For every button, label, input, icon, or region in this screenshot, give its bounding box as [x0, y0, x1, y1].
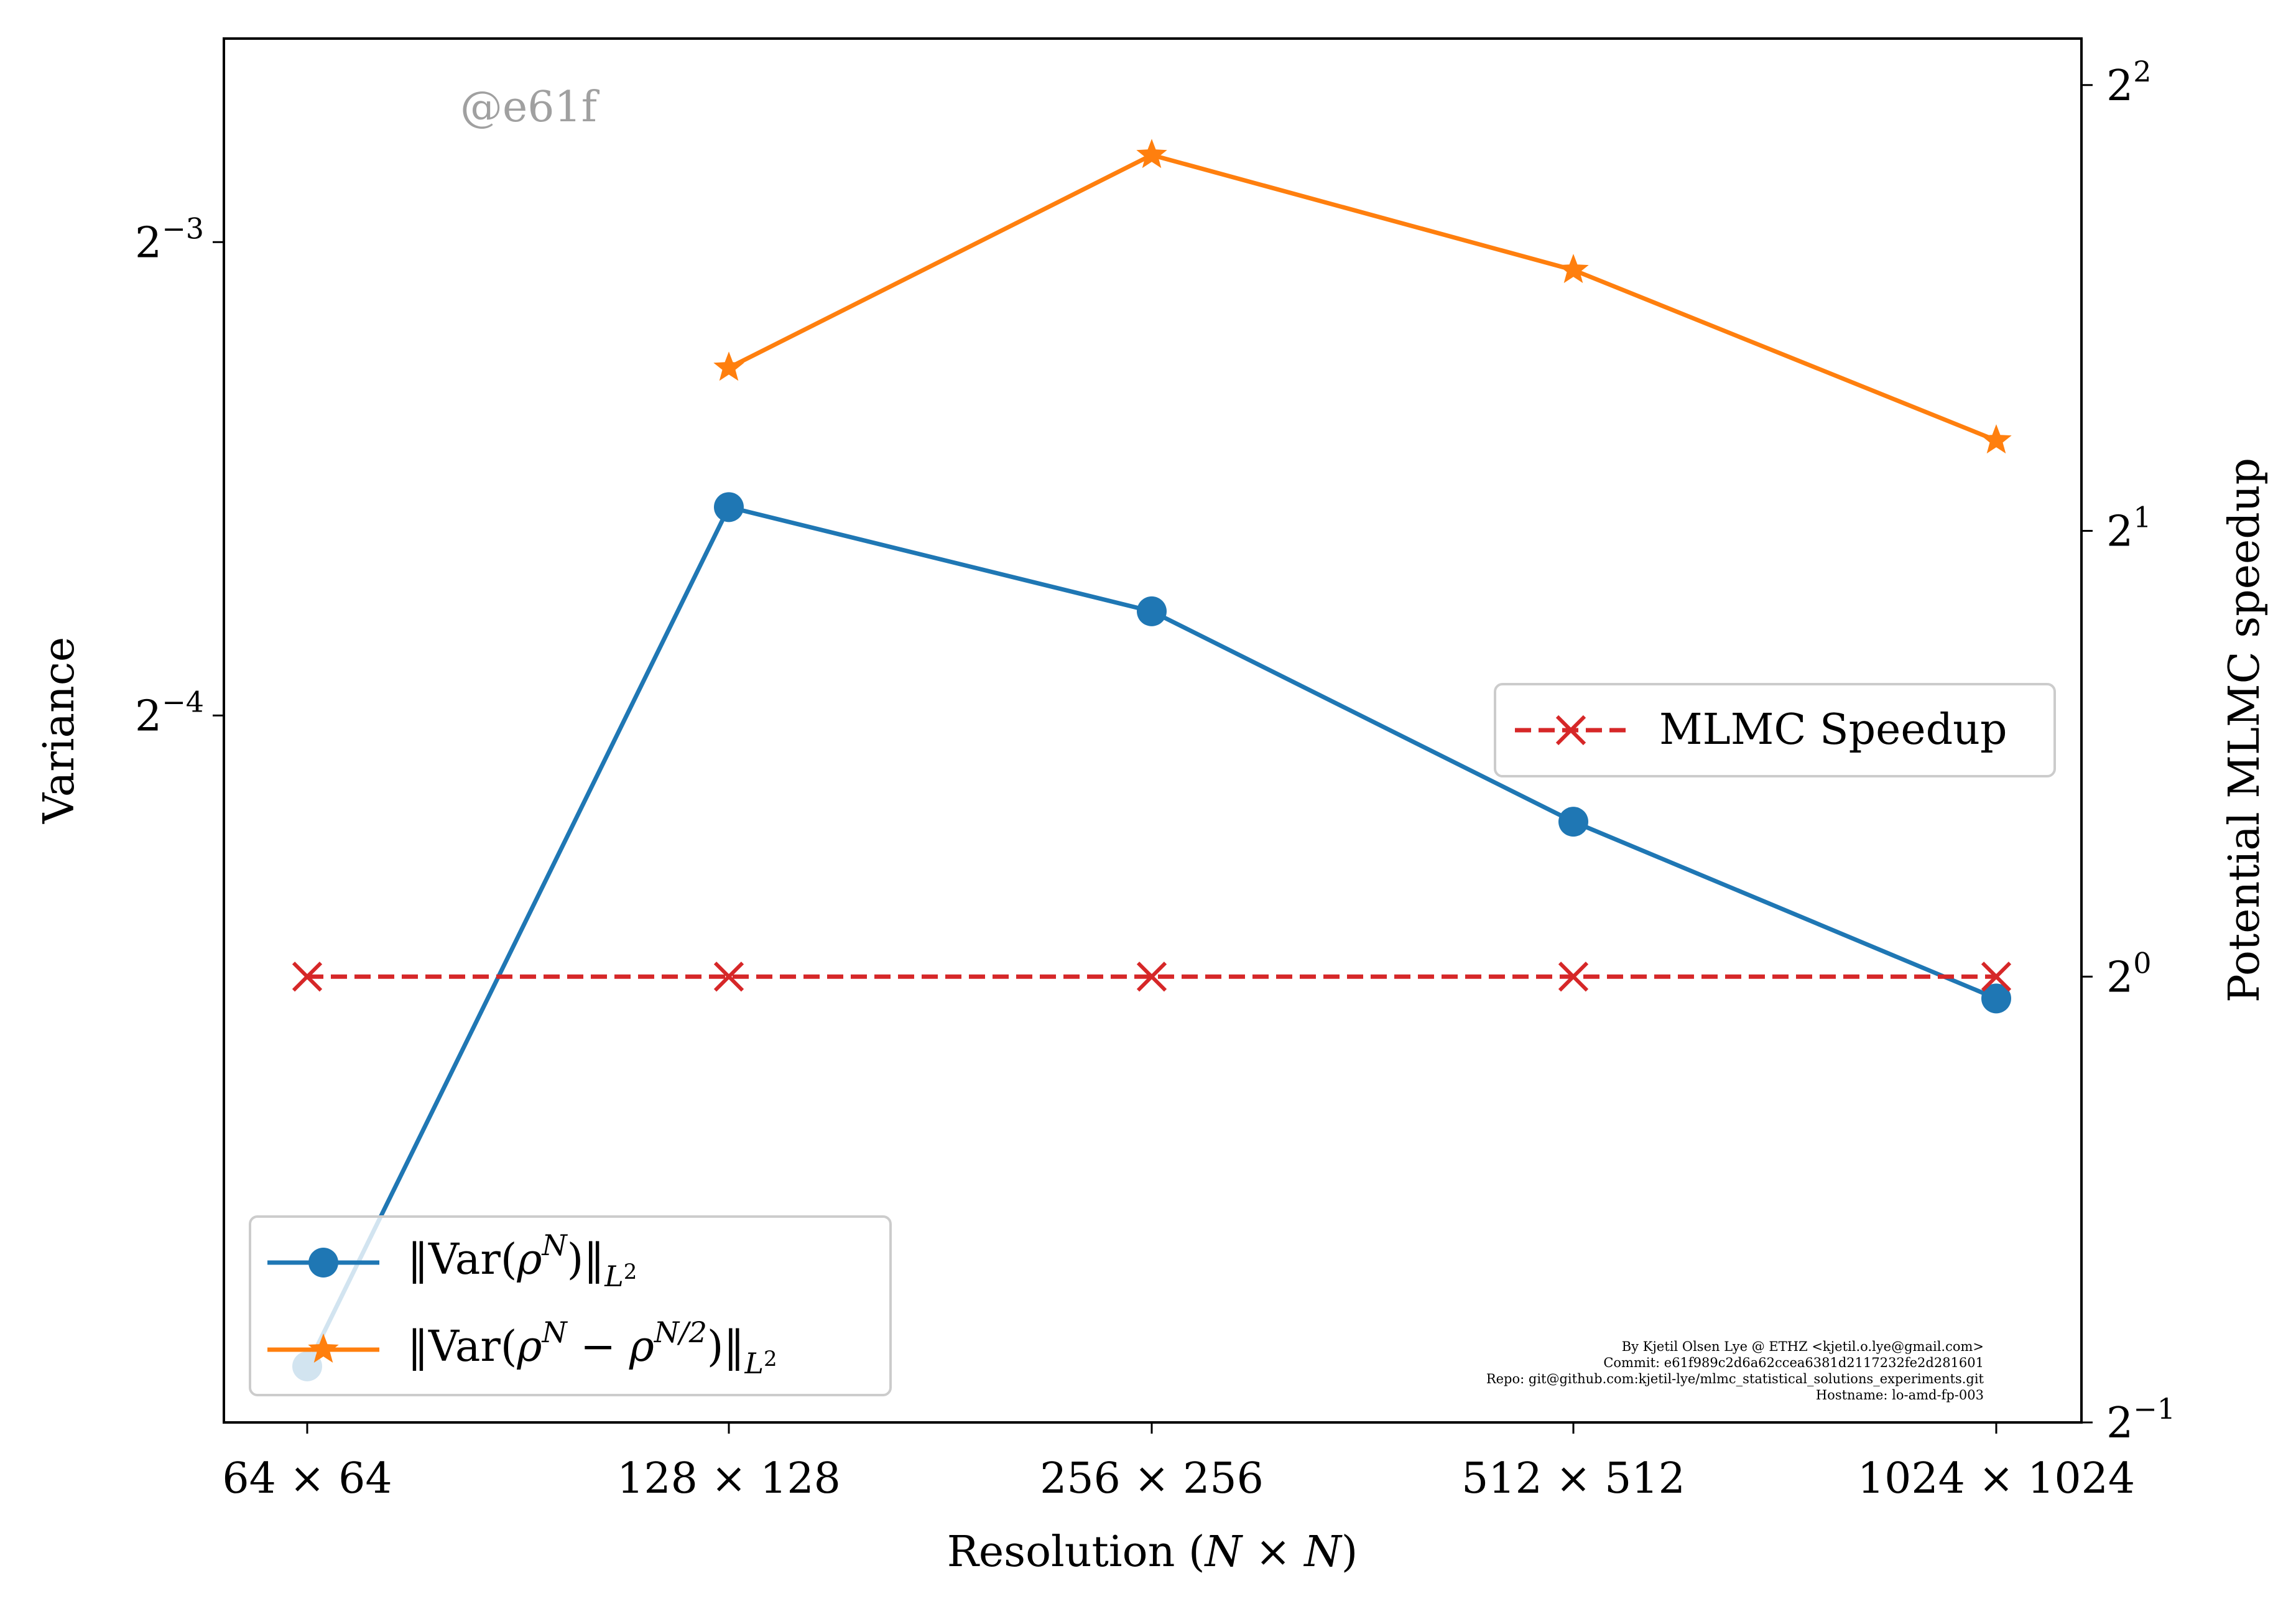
x-tick-label: 256 × 256 — [1040, 1454, 1264, 1503]
data-point — [1981, 962, 2012, 992]
legend-star-marker — [308, 1333, 339, 1363]
data-point — [1136, 139, 1167, 169]
credit-line: Repo: git@github.com:kjetil-lye/mlmc_sta… — [1486, 1371, 1984, 1386]
watermark: @e61f — [460, 83, 600, 132]
credits: By Kjetil Olsen Lye @ ETHZ <kjetil.o.lye… — [1486, 1339, 1984, 1403]
x-tick-label: 512 × 512 — [1461, 1454, 1685, 1503]
left-tick-group: 2−3 2−4 — [135, 211, 224, 741]
x-tick-label: 1024 × 1024 — [1858, 1454, 2135, 1503]
series-x — [292, 962, 2012, 992]
legend-label-var: ‖Var(ρN)‖L2 — [407, 1228, 637, 1293]
left-tick-label: 2−4 — [135, 685, 204, 741]
right-tick-label: 22 — [2106, 55, 2152, 111]
right-y-axis: 22 21 20 2−1 Potential MLMC speedup — [2081, 55, 2269, 1448]
x-axis-label: Resolution (N × N) — [947, 1528, 1358, 1577]
data-point — [714, 492, 744, 522]
left-y-axis: 2−3 2−4 Variance — [35, 211, 224, 824]
credit-line: Hostname: lo-amd-fp-003 — [1816, 1388, 1984, 1403]
right-tick-group: 22 21 20 2−1 — [2081, 55, 2175, 1448]
right-tick-label: 21 — [2106, 501, 2152, 557]
legend-entry-var: ‖Var(ρN)‖L2 — [267, 1228, 637, 1293]
legend-left-box — [249, 1215, 892, 1396]
data-point — [1558, 807, 1588, 837]
data-point — [1981, 983, 2011, 1014]
x-tick-label: 64 × 64 — [222, 1454, 392, 1503]
x-axis: 64 × 64 128 × 128 256 × 256 512 × 512 1024 ×… — [222, 1422, 2135, 1577]
legend-right-box — [1494, 683, 2056, 777]
right-y-axis-label: Potential MLMC speedup — [2220, 458, 2269, 1003]
legend-label-diff: ‖Var(ρN − ρN/2)‖L2 — [407, 1315, 777, 1380]
legend-label-speedup: MLMC Speedup — [1659, 705, 2007, 754]
legend-circle-marker — [308, 1248, 338, 1278]
left-tick-label: 2−3 — [135, 211, 204, 267]
right-tick-label: 2−1 — [2106, 1392, 2175, 1448]
right-tick-label: 20 — [2106, 946, 2152, 1002]
x-tick-label: 128 × 128 — [617, 1454, 841, 1503]
data-point — [1558, 254, 1589, 284]
left-y-axis-label: Variance — [35, 637, 84, 824]
data-point — [1136, 962, 1167, 992]
series-star — [713, 139, 2012, 454]
data-point — [713, 351, 744, 381]
legend-x-marker — [1555, 715, 1586, 746]
data-point — [713, 962, 744, 992]
credit-line: Commit: e61f989c2d6a62ccea6381d2117232fe… — [1603, 1355, 1984, 1370]
x-tick-group: 64 × 64 128 × 128 256 × 256 512 × 512 1024 ×… — [222, 1422, 2135, 1503]
data-point — [292, 962, 323, 992]
legend-right: MLMC Speedup — [1494, 683, 2056, 777]
legend-left: ‖Var(ρN)‖L2 ‖Var(ρN − ρN/2)‖L2 — [249, 1215, 892, 1396]
legend-entry-diff: ‖Var(ρN − ρN/2)‖L2 — [267, 1315, 777, 1380]
data-point — [1137, 596, 1167, 626]
series-line — [728, 152, 1997, 443]
credit-line: By Kjetil Olsen Lye @ ETHZ <kjetil.o.lye… — [1622, 1339, 1984, 1354]
data-point — [1558, 962, 1589, 992]
data-point — [1981, 424, 2012, 454]
